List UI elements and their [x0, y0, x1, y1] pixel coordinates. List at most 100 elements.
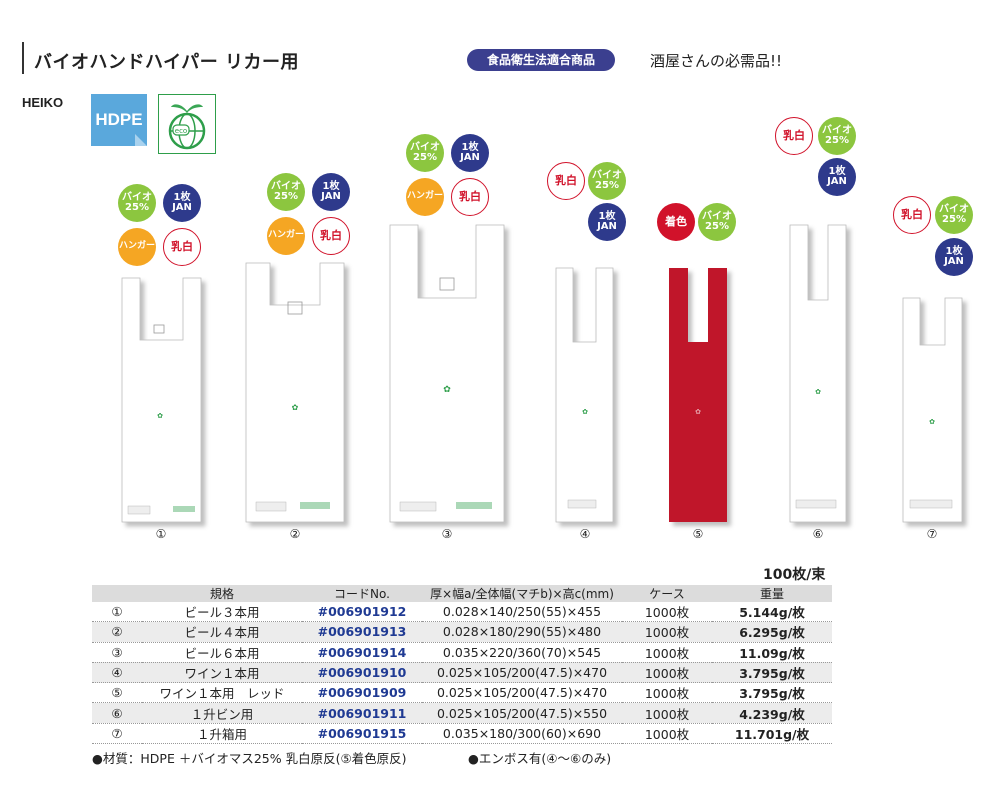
bag-6 [789, 224, 847, 523]
table-row: ① ビール３本用 #006901912 0.028×140/250(55)×455 10… [92, 602, 832, 623]
bag-3 [389, 224, 505, 523]
table-cell: 1000枚 [622, 723, 712, 745]
table-cell: 0.025×105/200(47.5)×550 [422, 702, 622, 724]
eco-globe-icon: eco [158, 94, 216, 154]
svg-text:✿: ✿ [695, 408, 701, 416]
unit-label: 100枚/束 [763, 567, 826, 583]
table-cell: ワイン１本用 [142, 662, 302, 684]
table-cell: 0.035×220/360(70)×545 [422, 642, 622, 663]
bio-badge: バイオ 25% [588, 162, 626, 200]
bio-badge: バイオ 25% [267, 173, 305, 211]
svg-text:eco: eco [175, 127, 187, 135]
nyuhaku-badge: 乳白 [163, 228, 201, 266]
table-cell: 0.025×105/200(47.5)×470 [422, 682, 622, 704]
hanger-badge: ハンガー [118, 228, 156, 266]
emboss-note: ●エンボス有(④〜⑥のみ) [468, 751, 612, 766]
bag-2 [245, 262, 345, 523]
hdpe-icon: HDPE [91, 94, 147, 146]
jan-badge: 1枚 JAN [451, 134, 489, 172]
table-cell: ビール４本用 [142, 621, 302, 643]
col-header: ケース [622, 585, 712, 602]
svg-text:✿: ✿ [157, 412, 163, 420]
bag-illustrations: ✿ ✿ ✿ ✿ ✿ ✿ ✿ [121, 224, 963, 523]
table-cell: 5.144g/枚 [712, 602, 832, 623]
bag-number: ⑤ [692, 527, 704, 541]
bio-badge: バイオ 25% [698, 203, 736, 241]
table-cell: #006901911 [302, 702, 422, 724]
svg-text:✿: ✿ [582, 408, 588, 416]
bio-badge: バイオ 25% [935, 196, 973, 234]
table-cell: 0.028×180/290(55)×480 [422, 621, 622, 643]
bag-7 [902, 297, 963, 523]
table-cell: ⑦ [92, 723, 142, 745]
svg-text:✿: ✿ [929, 418, 935, 426]
table-row: ⑦ １升箱用 #006901915 0.035×180/300(60)×690 1000… [92, 723, 832, 745]
table-cell: 6.295g/枚 [712, 621, 832, 643]
svg-text:✿: ✿ [815, 388, 821, 396]
bio-badge: バイオ 25% [818, 117, 856, 155]
table-cell: #006901912 [302, 602, 422, 623]
table-row: ③ ビール６本用 #006901914 0.035×220/360(70)×545 10… [92, 642, 832, 663]
table-cell: ⑤ [92, 682, 142, 704]
material-note: ●材質：HDPE ＋バイオマス25% 乳白原反(⑤着色原反) [92, 751, 407, 766]
brand-logo: HEIKO [22, 95, 64, 110]
table-cell: 1000枚 [622, 621, 712, 643]
table-cell: 11.701g/枚 [712, 723, 832, 745]
table-cell: 3.795g/枚 [712, 662, 832, 684]
hanger-badge: ハンガー [406, 178, 444, 216]
table-cell: ③ [92, 642, 142, 663]
bag-number: ② [289, 527, 301, 541]
table-cell: ワイン１本用 レッド [142, 682, 302, 704]
table-cell: 1000枚 [622, 642, 712, 663]
nyuhaku-badge: 乳白 [547, 162, 585, 200]
table-cell: #006901909 [302, 682, 422, 704]
table-cell: ビール６本用 [142, 642, 302, 663]
nyuhaku-badge: 乳白 [312, 217, 350, 255]
bag-number: ④ [579, 527, 591, 541]
hanger-badge: ハンガー [267, 217, 305, 255]
food-safety-badge: 食品衛生法適合商品 [467, 49, 615, 71]
table-cell: ② [92, 621, 142, 643]
table-cell: 0.035×180/300(60)×690 [422, 723, 622, 745]
table-cell: １升箱用 [142, 723, 302, 745]
table-cell: ビール３本用 [142, 602, 302, 623]
tagline: 酒屋さんの必需品!! [650, 52, 783, 70]
bio-badge: バイオ 25% [118, 184, 156, 222]
table-cell: 1000枚 [622, 602, 712, 623]
table-cell: 0.025×105/200(47.5)×470 [422, 662, 622, 684]
table-row: ⑥ １升ビン用 #006901911 0.025×105/200(47.5)×550 1… [92, 702, 832, 724]
table-cell: 4.239g/枚 [712, 702, 832, 724]
table-cell: #006901914 [302, 642, 422, 663]
table-cell: 3.795g/枚 [712, 682, 832, 704]
hdpe-fold-corner [135, 134, 147, 146]
nyuhaku-badge: 乳白 [451, 178, 489, 216]
col-header: コードNo. [302, 585, 422, 602]
bio-badge: バイオ 25% [406, 134, 444, 172]
table-cell: ④ [92, 662, 142, 684]
table-cell: 1000枚 [622, 702, 712, 724]
table-row: ④ ワイン１本用 #006901910 0.025×105/200(47.5)×470… [92, 662, 832, 684]
bag-number: ① [155, 527, 167, 541]
col-header: 規格 [142, 585, 302, 602]
table-cell: #006901913 [302, 621, 422, 643]
jan-badge: 1枚 JAN [818, 158, 856, 196]
col-header [92, 585, 142, 602]
chakushoku-badge: 着色 [657, 203, 695, 241]
bag-number: ⑦ [926, 527, 938, 541]
table-cell: 1000枚 [622, 682, 712, 704]
table-cell: 1000枚 [622, 662, 712, 684]
table-cell: ⑥ [92, 702, 142, 724]
bag-number: ⑥ [812, 527, 824, 541]
title-accent-bar [22, 42, 24, 74]
table-cell: #006901910 [302, 662, 422, 684]
jan-badge: 1枚 JAN [163, 184, 201, 222]
table-row: ② ビール４本用 #006901913 0.028×180/290(55)×480 10… [92, 621, 832, 643]
table-cell: 11.09g/枚 [712, 642, 832, 663]
bag-5-red [669, 268, 727, 522]
table-header-row: 規格 コードNo. 厚×幅a/全体幅(マチb)×高c(mm) ケース 重量 [92, 585, 832, 602]
svg-text:✿: ✿ [292, 403, 299, 412]
table-cell: #006901915 [302, 723, 422, 745]
jan-badge: 1枚 JAN [588, 203, 626, 241]
nyuhaku-badge: 乳白 [775, 117, 813, 155]
